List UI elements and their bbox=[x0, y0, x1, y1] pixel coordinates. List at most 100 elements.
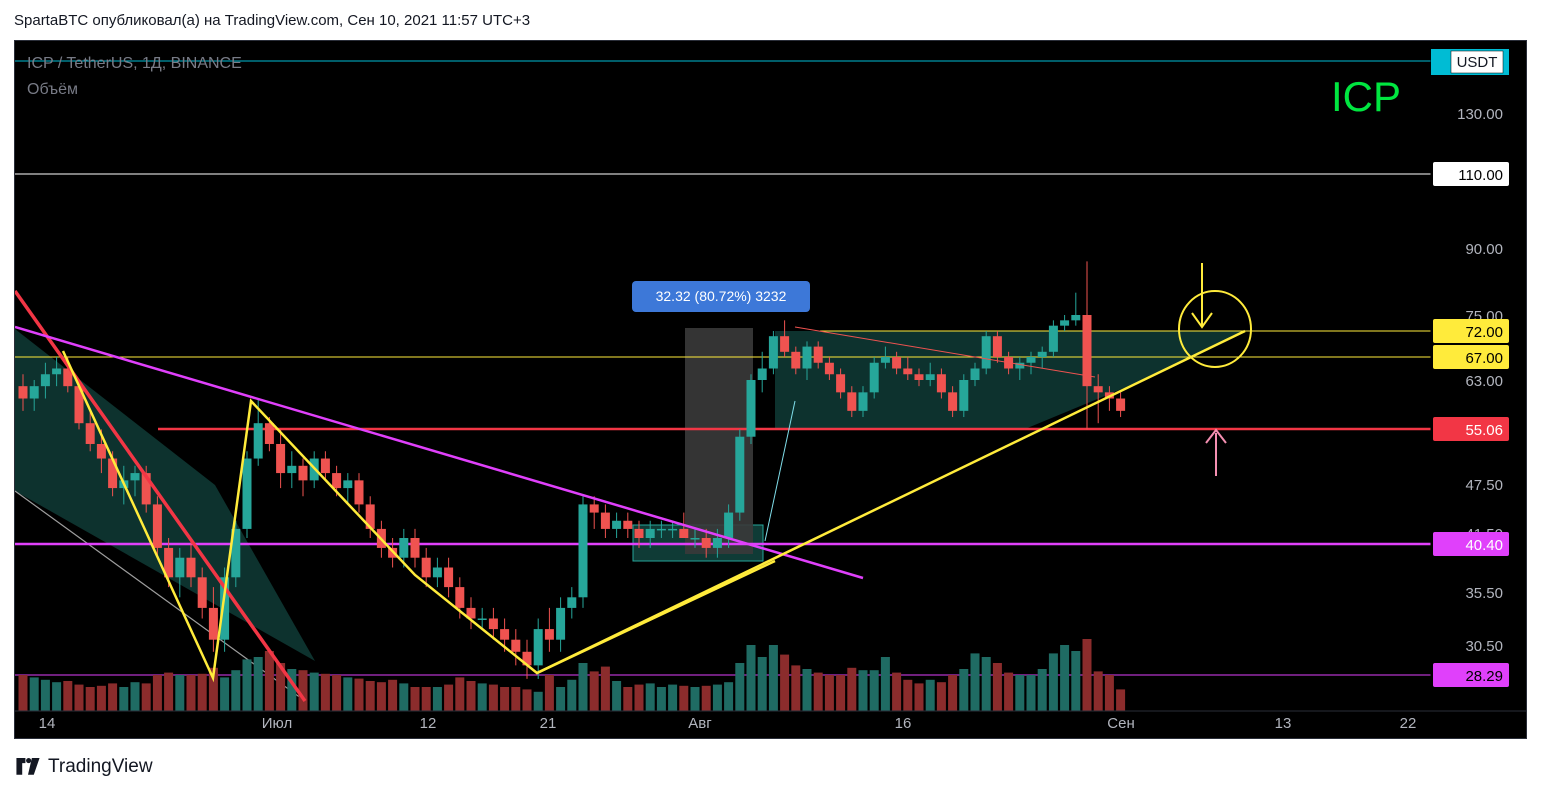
volume-bar bbox=[847, 667, 857, 711]
candle-body bbox=[858, 392, 868, 411]
price-badge-label: 110.00 bbox=[1458, 167, 1503, 184]
volume-label[interactable]: Объём bbox=[27, 81, 78, 98]
candle-body bbox=[1116, 398, 1126, 411]
candle-body bbox=[320, 458, 330, 474]
volume-bar bbox=[141, 683, 151, 711]
volume-bar bbox=[298, 670, 308, 711]
volume-bar bbox=[780, 654, 790, 711]
candle-body bbox=[1071, 315, 1081, 321]
volume-bar bbox=[914, 683, 924, 711]
candle-body bbox=[477, 618, 487, 620]
usdt-badge-inner bbox=[1450, 50, 1504, 74]
volume-bar bbox=[656, 687, 666, 711]
candle-body bbox=[1048, 325, 1058, 352]
candle-body bbox=[533, 629, 543, 666]
volume-bar bbox=[1048, 653, 1058, 711]
volume-bar bbox=[981, 657, 991, 711]
symbol-line[interactable]: ICP / TetherUS, 1Д, BINANCE bbox=[27, 55, 242, 72]
published-header: SpartaBTC опубликовал(а) на TradingView.… bbox=[14, 12, 531, 29]
price-badge-label: 67.00 bbox=[1465, 350, 1503, 367]
candle-body bbox=[40, 374, 50, 387]
footer-brand[interactable]: TradingView bbox=[14, 756, 153, 778]
candle-body bbox=[186, 557, 196, 578]
candle-body bbox=[589, 504, 599, 513]
candle-body bbox=[556, 607, 566, 640]
time-tick-label: Сен bbox=[1107, 715, 1134, 732]
volume-bar bbox=[455, 677, 465, 711]
volume-bar bbox=[74, 684, 84, 711]
volume-bar bbox=[1004, 672, 1014, 711]
volume-bar bbox=[544, 675, 554, 711]
chart-frame[interactable]: USDT 130.00 110.00 90.00 75.00 72.00 67.00 63.0… bbox=[14, 40, 1527, 739]
candle-body bbox=[768, 336, 778, 369]
price-badge-bg bbox=[1433, 319, 1509, 343]
candle-body bbox=[52, 368, 62, 375]
time-tick-label: 21 bbox=[540, 715, 557, 732]
volume-bar bbox=[40, 679, 50, 711]
volume-bar bbox=[175, 675, 185, 711]
volume-bar bbox=[85, 687, 95, 711]
candle-body bbox=[399, 538, 409, 558]
volume-bar bbox=[432, 687, 442, 711]
cyan-thin-line bbox=[764, 400, 796, 542]
candle-body bbox=[645, 528, 655, 538]
candle-body bbox=[298, 465, 308, 481]
tradingview-logo-icon bbox=[16, 758, 40, 775]
volume-bar bbox=[511, 687, 521, 711]
candlestick-chart[interactable]: USDT130.00110.0090.0075.0072.0067.0063.0… bbox=[15, 41, 1526, 738]
candle-body bbox=[197, 577, 207, 608]
time-tick-label: 13 bbox=[1275, 715, 1292, 732]
candle-body bbox=[612, 520, 622, 529]
candle-body bbox=[981, 336, 991, 369]
volume-bar bbox=[600, 666, 610, 711]
candle-body bbox=[365, 504, 375, 529]
volume-bar bbox=[679, 685, 689, 711]
channel-fill bbox=[15, 329, 315, 661]
volume-bar bbox=[1104, 675, 1114, 711]
price-tick-label: 30.50 bbox=[1465, 638, 1503, 655]
volume-bar bbox=[668, 684, 678, 711]
volume-bar bbox=[500, 687, 510, 711]
candle-body bbox=[668, 528, 678, 531]
candle-body bbox=[287, 465, 297, 474]
circle-annotation bbox=[1178, 290, 1252, 368]
candle-body bbox=[869, 362, 879, 393]
volume-bar bbox=[724, 682, 734, 711]
candle-body bbox=[746, 380, 756, 437]
volume-bar bbox=[388, 679, 398, 711]
volume-bar bbox=[824, 675, 834, 711]
volume-bar bbox=[959, 669, 969, 711]
volume-bar bbox=[858, 670, 868, 711]
volume-bar bbox=[735, 663, 745, 711]
volume-bar bbox=[612, 681, 622, 711]
candle-body bbox=[152, 504, 162, 548]
volume-bar bbox=[354, 678, 364, 711]
candle-body bbox=[1015, 362, 1025, 369]
volume-bar bbox=[253, 657, 263, 711]
volume-bar bbox=[365, 681, 375, 711]
candle-body bbox=[108, 458, 118, 489]
candle-body bbox=[544, 629, 554, 640]
volume-bar bbox=[130, 682, 140, 711]
volume-bar bbox=[813, 672, 823, 711]
candle-body bbox=[1037, 351, 1047, 357]
volume-bar bbox=[52, 682, 62, 711]
volume-bar bbox=[567, 679, 577, 711]
volume-bar bbox=[522, 689, 532, 711]
candle-body bbox=[164, 547, 174, 578]
volume-bar bbox=[791, 665, 801, 711]
volume-bar bbox=[399, 683, 409, 711]
candle-body bbox=[421, 557, 431, 578]
volume-bar bbox=[242, 659, 252, 711]
volume-bar bbox=[63, 681, 73, 711]
price-badge-bg bbox=[1433, 345, 1509, 369]
volume-bar bbox=[1082, 639, 1092, 711]
volume-bar bbox=[768, 645, 778, 711]
candle-body bbox=[1060, 320, 1070, 326]
candle-body bbox=[276, 443, 286, 474]
candle-body bbox=[488, 618, 498, 630]
volume-bar bbox=[1037, 669, 1047, 711]
candle-body bbox=[802, 346, 812, 369]
volume-bar bbox=[578, 663, 588, 711]
candle-body bbox=[735, 436, 745, 513]
